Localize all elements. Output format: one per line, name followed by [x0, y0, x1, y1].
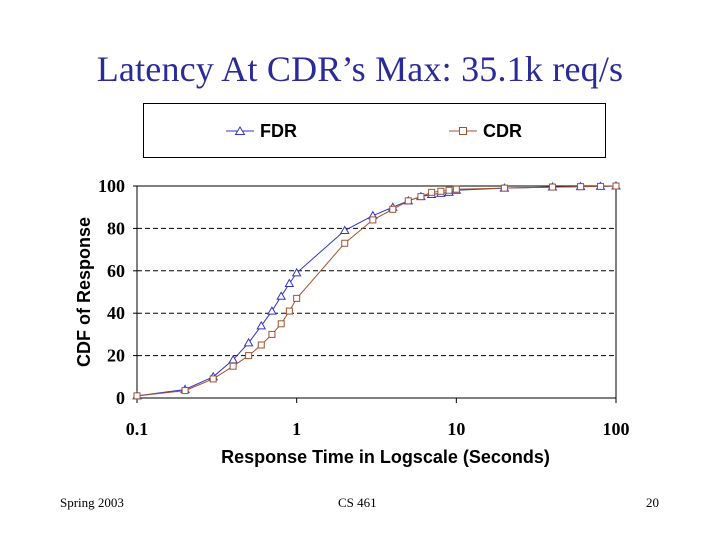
data-point-cdr: [445, 186, 453, 194]
data-point-cdr: [597, 182, 605, 190]
y-axis-label: CDF of Response: [74, 217, 94, 367]
y-tick-label: 40: [107, 303, 125, 323]
chart-legend: FDR CDR: [143, 103, 606, 158]
data-point-cdr: [181, 387, 189, 395]
data-point-cdr: [245, 352, 253, 360]
data-point-cdr: [341, 239, 349, 247]
y-tick-label: 80: [107, 218, 125, 238]
x-axis-label: Response Time in Logscale (Seconds): [221, 447, 550, 467]
data-point-fdr: [291, 267, 302, 277]
y-tick-label: 60: [107, 261, 125, 281]
data-point-fdr: [256, 320, 267, 330]
x-tick-label: 1: [292, 419, 301, 439]
legend-label-fdr: FDR: [260, 121, 297, 141]
data-point-fdr: [276, 291, 287, 300]
data-point-cdr: [285, 307, 293, 315]
footer-date: Spring 2003: [60, 495, 124, 510]
x-tick-label: 10: [447, 419, 465, 439]
legend-marker-triangle-icon: [226, 126, 254, 135]
x-tick-label: 100: [603, 419, 630, 439]
data-point-cdr: [229, 362, 237, 370]
y-tick-label: 0: [116, 388, 125, 408]
plot-area: [136, 185, 617, 399]
data-point-cdr: [417, 193, 425, 201]
data-point-cdr: [500, 184, 508, 192]
data-point-cdr: [428, 188, 436, 196]
data-point-cdr: [209, 375, 217, 383]
data-point-fdr: [267, 306, 277, 315]
legend-marker-square-icon: [449, 127, 477, 135]
y-tick-label: 100: [98, 176, 125, 196]
data-point-cdr: [257, 341, 265, 349]
data-point-cdr: [268, 330, 276, 338]
data-point-cdr: [133, 392, 141, 400]
data-point-cdr: [548, 183, 556, 191]
slide-title: Latency At CDR’s Max: 35.1k req/s: [96, 49, 624, 89]
data-point-fdr: [284, 278, 295, 288]
data-point-cdr: [369, 216, 377, 224]
data-point-cdr: [577, 183, 585, 191]
legend-label-cdr: CDR: [483, 121, 522, 141]
data-point-cdr: [293, 294, 301, 302]
footer-course: CS 461: [338, 495, 377, 510]
y-tick-label: 20: [107, 346, 125, 366]
data-point-fdr: [339, 225, 350, 235]
data-point-cdr: [452, 185, 460, 193]
data-point-cdr: [437, 187, 445, 195]
data-point-cdr: [389, 205, 397, 213]
data-point-cdr: [277, 320, 285, 328]
data-point-cdr: [612, 182, 620, 190]
data-point-cdr: [404, 197, 412, 205]
data-point-fdr: [243, 337, 254, 347]
footer-page-number: 20: [646, 495, 659, 510]
x-tick-label: 0.1: [126, 419, 149, 439]
